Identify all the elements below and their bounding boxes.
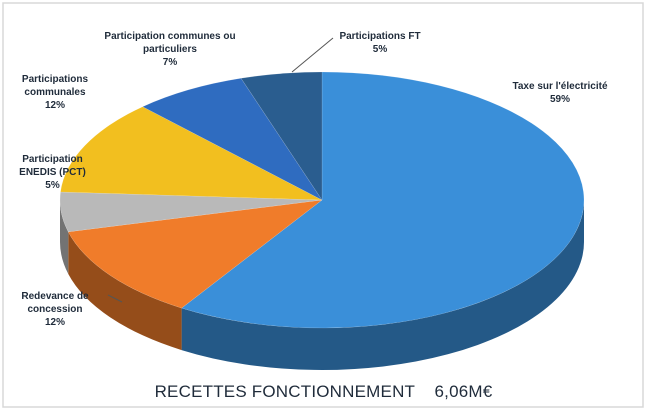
slice	[181, 71, 585, 329]
slice-label: Redevance de concession 12%	[10, 290, 100, 329]
slice-side	[68, 231, 182, 351]
slice-side	[60, 200, 69, 274]
slice	[240, 71, 323, 201]
slice-label: Participations communales 12%	[5, 73, 105, 112]
category-name: Taxe sur l'électricité	[512, 81, 608, 92]
slice	[59, 191, 323, 233]
value-label: 12%	[44, 100, 65, 111]
value-label: 59%	[549, 94, 570, 105]
slice	[67, 199, 323, 309]
leader-line	[291, 37, 334, 73]
category-name: Participations communales	[21, 74, 89, 98]
value-label: 5%	[372, 44, 388, 55]
slice-label: Taxe sur l'électricité 59%	[505, 80, 615, 106]
slice	[142, 77, 323, 201]
pie	[59, 71, 585, 371]
category-name: Participation communes ou particuliers	[104, 31, 236, 55]
category-name: Redevance de concession	[21, 291, 89, 315]
slice-label: Participations FT 5%	[335, 30, 425, 56]
value-label: 12%	[44, 317, 65, 328]
slice-label: Participation ENEDIS (PCT) 5%	[5, 153, 100, 192]
value-label: 7%	[162, 57, 178, 68]
category-name: Participation ENEDIS (PCT)	[19, 154, 86, 178]
chart-title: RECETTES FONCTIONNEMENT 6,06M€	[154, 382, 493, 401]
slice-side	[181, 200, 584, 371]
leader-line	[107, 294, 123, 303]
value-label: 5%	[45, 180, 60, 191]
slice	[60, 106, 323, 201]
slice-label: Participation communes ou particuliers 7%	[95, 30, 245, 69]
category-name: Participations FT	[339, 31, 421, 42]
